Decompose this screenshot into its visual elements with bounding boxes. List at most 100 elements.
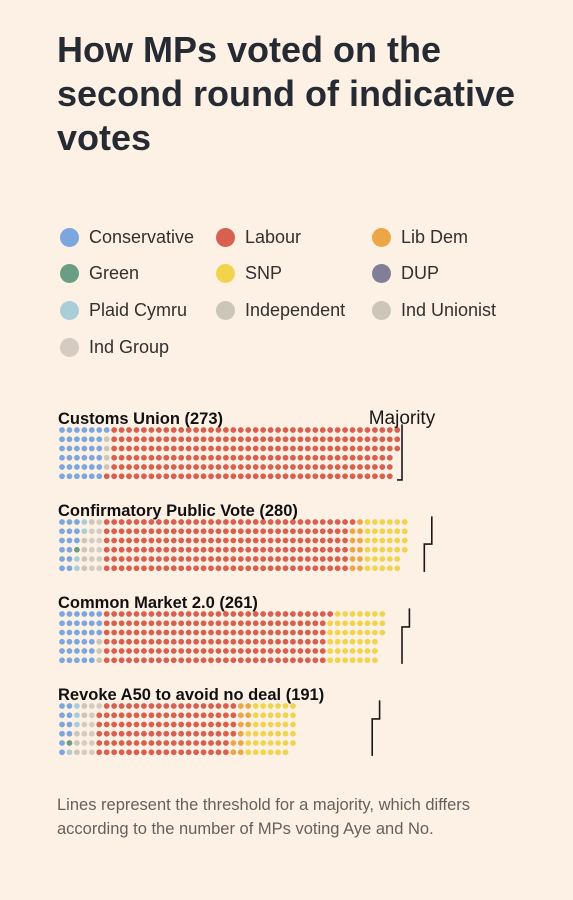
dot-labour	[237, 427, 244, 433]
dot-labour	[386, 436, 393, 443]
dot-labour	[200, 427, 207, 433]
dot-snp	[364, 528, 371, 535]
dot-snp	[394, 528, 401, 535]
dot-labour	[357, 436, 363, 443]
motion-label: Confirmatory Public Vote (280)	[58, 502, 298, 520]
dot-labour	[297, 436, 304, 443]
dot-labour	[297, 454, 304, 461]
dot-labour	[282, 528, 289, 535]
dot-snp	[327, 648, 334, 654]
dot-conservative	[66, 427, 73, 433]
dot-labour	[379, 427, 386, 433]
dot-labour	[237, 445, 244, 452]
dot-labour	[290, 537, 296, 544]
legend-swatch	[372, 263, 391, 283]
dot-labour	[342, 528, 348, 535]
dot-conservative	[74, 657, 80, 664]
legend-swatch	[216, 263, 235, 283]
dot-labour	[215, 638, 222, 645]
dot-labour	[103, 749, 110, 756]
dot-labour	[208, 721, 214, 728]
dot-labour	[208, 712, 214, 719]
dot-snp	[394, 537, 401, 544]
dot-labour	[379, 445, 386, 452]
dot-labour	[304, 537, 311, 544]
dot-conservative	[88, 657, 95, 664]
dot-conservative	[88, 454, 95, 461]
dot-snp	[334, 638, 341, 645]
dot-conservative	[88, 427, 95, 433]
dot-labour	[118, 648, 125, 654]
dot-ind-group	[81, 740, 88, 746]
dot-snp	[290, 740, 296, 746]
dot-labour	[290, 436, 296, 443]
dot-labour	[118, 565, 125, 572]
dot-lib-dem	[245, 703, 252, 709]
dot-labour	[223, 620, 229, 627]
dot-conservative	[59, 436, 65, 443]
dot-labour	[200, 638, 207, 645]
dot-labour	[148, 454, 155, 461]
dot-labour	[230, 464, 237, 470]
dot-labour	[312, 436, 319, 443]
dot-snp	[290, 712, 296, 719]
dot-labour	[148, 546, 155, 553]
dot-labour	[394, 427, 401, 433]
dot-labour	[170, 546, 177, 553]
dot-labour	[290, 556, 296, 562]
dot-labour	[185, 436, 192, 443]
dot-plaid-cymru	[81, 519, 88, 525]
dot-labour	[126, 556, 132, 562]
dot-labour	[223, 740, 229, 746]
dot-labour	[275, 454, 281, 461]
dot-snp	[364, 537, 371, 544]
dot-labour	[327, 537, 334, 544]
dot-plaid-cymru	[74, 721, 80, 728]
dot-labour	[275, 519, 281, 525]
dot-labour	[230, 638, 237, 645]
dot-labour	[118, 464, 125, 470]
dot-labour	[304, 519, 311, 525]
dot-labour	[312, 427, 319, 433]
dot-labour	[200, 730, 207, 737]
dot-labour	[386, 454, 393, 461]
dot-snp	[349, 611, 356, 617]
dot-labour	[170, 712, 177, 719]
dot-independent	[96, 638, 103, 645]
dot-labour	[148, 464, 155, 470]
dot-labour	[118, 730, 125, 737]
dot-labour	[245, 546, 252, 553]
dot-conservative	[74, 537, 80, 544]
dot-labour	[372, 454, 378, 461]
dot-labour	[155, 749, 162, 756]
dot-labour	[118, 473, 125, 480]
dot-snp	[252, 730, 259, 737]
dot-snp	[401, 528, 408, 535]
dot-labour	[133, 629, 140, 636]
dot-labour	[126, 445, 132, 452]
dot-labour	[178, 537, 185, 544]
dot-labour	[342, 445, 348, 452]
dot-lib-dem	[230, 749, 237, 756]
dot-labour	[141, 537, 147, 544]
dot-labour	[148, 528, 155, 535]
dot-labour	[155, 454, 162, 461]
dot-ind-group	[88, 740, 95, 746]
dot-labour	[170, 445, 177, 452]
dot-labour	[193, 657, 200, 664]
dot-labour	[223, 537, 229, 544]
dot-labour	[282, 657, 289, 664]
dot-labour	[148, 703, 155, 709]
dot-labour	[297, 537, 304, 544]
dot-labour	[223, 657, 229, 664]
dot-labour	[319, 427, 326, 433]
dot-labour	[155, 620, 162, 627]
dot-labour	[237, 436, 244, 443]
dot-labour	[282, 445, 289, 452]
dot-conservative	[88, 620, 95, 627]
legend-item-ind-group: Ind Group	[60, 335, 169, 359]
dot-labour	[170, 464, 177, 470]
dot-snp	[364, 556, 371, 562]
dot-labour	[252, 629, 259, 636]
dot-labour	[230, 611, 237, 617]
